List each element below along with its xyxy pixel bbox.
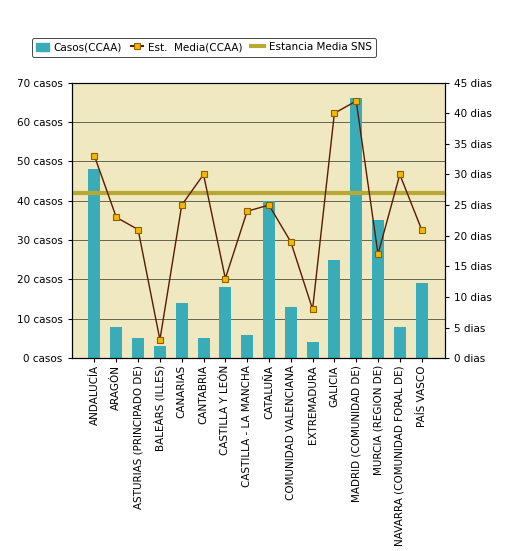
Bar: [307, 342, 318, 358]
Bar: [154, 347, 166, 358]
Bar: [88, 169, 101, 358]
Bar: [110, 327, 122, 358]
Bar: [219, 287, 231, 358]
Bar: [132, 338, 144, 358]
Legend: Casos(CCAA), Est.  Media(CCAA), Estancia Media SNS: Casos(CCAA), Est. Media(CCAA), Estancia …: [32, 38, 376, 57]
Bar: [176, 303, 188, 358]
Bar: [285, 307, 297, 358]
Bar: [329, 260, 340, 358]
Bar: [350, 99, 362, 358]
Bar: [394, 327, 406, 358]
Bar: [415, 283, 428, 358]
Bar: [263, 201, 275, 358]
Bar: [241, 334, 253, 358]
Bar: [198, 338, 210, 358]
Bar: [372, 220, 384, 358]
